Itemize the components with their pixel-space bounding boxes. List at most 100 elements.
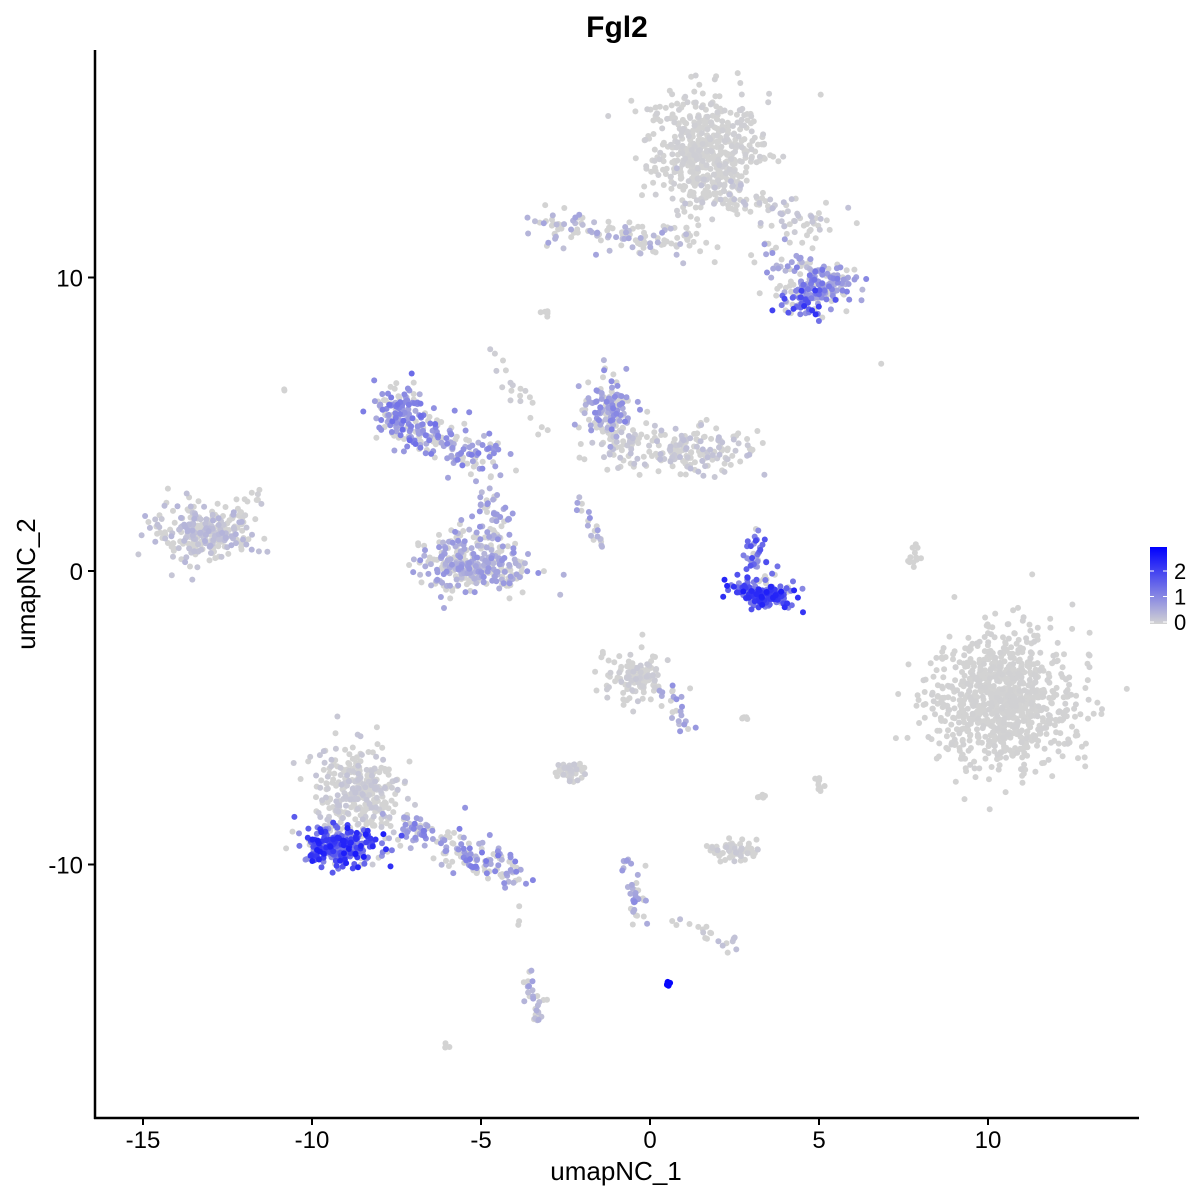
data-point — [604, 227, 611, 234]
data-point — [394, 786, 401, 793]
data-point — [215, 522, 222, 528]
data-point — [255, 548, 262, 555]
data-point — [1006, 670, 1013, 677]
data-point — [693, 197, 700, 204]
data-point — [706, 192, 713, 199]
data-point — [357, 758, 364, 765]
data-point — [669, 715, 675, 721]
data-point — [462, 427, 469, 434]
data-point — [379, 391, 386, 397]
data-point — [535, 570, 542, 576]
data-point — [359, 791, 366, 798]
data-point — [198, 546, 205, 553]
data-point — [455, 846, 462, 853]
data-point — [714, 116, 721, 123]
data-point — [925, 734, 932, 740]
data-point — [804, 232, 810, 239]
data-point — [1053, 691, 1060, 698]
data-point — [578, 500, 585, 507]
data-point — [495, 862, 502, 869]
data-point — [234, 505, 241, 512]
data-point — [380, 756, 387, 763]
data-point — [241, 496, 248, 503]
data-point — [613, 438, 620, 445]
data-point — [691, 152, 698, 159]
data-point — [731, 196, 738, 203]
data-point — [379, 744, 386, 751]
data-point — [373, 434, 380, 441]
data-point — [786, 221, 793, 228]
data-point — [146, 524, 153, 531]
data-point — [614, 674, 621, 681]
data-point — [1082, 763, 1089, 770]
data-point — [738, 846, 744, 853]
data-point — [832, 296, 839, 303]
data-point — [466, 409, 473, 416]
data-point — [187, 503, 194, 510]
data-point — [790, 305, 797, 312]
data-point — [1018, 766, 1024, 773]
data-point — [540, 220, 547, 227]
data-point — [658, 427, 665, 434]
data-point — [1017, 729, 1023, 735]
data-point — [459, 462, 466, 469]
data-point — [467, 851, 474, 857]
data-point — [674, 100, 681, 107]
data-point — [238, 544, 245, 550]
data-point — [448, 431, 455, 438]
data-point — [420, 827, 427, 834]
data-point — [961, 652, 968, 659]
data-point — [702, 935, 709, 941]
data-point — [759, 601, 766, 608]
data-point — [1019, 666, 1025, 673]
data-point — [703, 923, 710, 930]
data-point — [530, 995, 537, 1002]
data-point — [233, 540, 239, 547]
data-point — [738, 122, 745, 129]
data-point — [1059, 664, 1066, 671]
data-point — [778, 256, 785, 263]
data-point — [355, 864, 361, 871]
data-point — [592, 668, 599, 675]
data-point — [716, 162, 723, 169]
data-point — [281, 386, 288, 393]
data-point — [524, 568, 531, 575]
data-point — [368, 804, 375, 811]
data-point — [682, 471, 689, 478]
data-point — [390, 809, 397, 816]
data-point — [406, 437, 413, 444]
data-point — [316, 856, 322, 863]
data-point — [744, 574, 751, 581]
data-point — [740, 588, 747, 595]
data-point — [843, 288, 850, 295]
data-point — [858, 297, 865, 304]
data-point — [458, 564, 465, 571]
data-point — [643, 163, 650, 170]
data-point — [626, 219, 633, 226]
data-point — [788, 259, 795, 266]
data-point — [585, 379, 592, 386]
data-point — [669, 111, 676, 118]
data-point — [979, 693, 986, 700]
data-point — [1005, 663, 1012, 670]
data-point — [681, 208, 688, 215]
data-point — [609, 384, 615, 391]
data-point — [334, 824, 341, 831]
data-point — [485, 565, 492, 572]
data-point — [659, 229, 666, 236]
data-point — [599, 543, 605, 550]
data-point — [135, 551, 142, 558]
data-point — [597, 421, 604, 428]
data-point — [700, 929, 707, 936]
data-point — [753, 193, 760, 200]
data-point — [397, 432, 404, 439]
data-point — [767, 152, 774, 159]
data-point — [620, 438, 627, 445]
data-point — [428, 582, 435, 589]
data-point — [469, 458, 476, 465]
data-point — [724, 949, 731, 956]
data-point — [239, 527, 246, 534]
data-point — [318, 864, 325, 871]
data-point — [660, 241, 667, 248]
data-point — [245, 536, 252, 543]
